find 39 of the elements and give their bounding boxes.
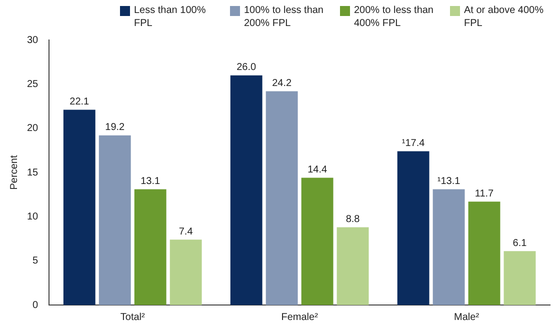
bar <box>301 178 334 305</box>
y-axis-title: Percent <box>8 155 20 190</box>
data-label: 19.2 <box>105 122 126 134</box>
legend-label: Less than 100% FPL <box>134 4 207 30</box>
x-tick-label: Male² <box>454 312 480 323</box>
bar <box>266 91 298 305</box>
y-tick-label: 10 <box>27 211 39 222</box>
data-label: ¹17.4 <box>402 138 426 150</box>
data-label: 26.0 <box>236 62 257 74</box>
legend-label: 100% to less than 200% FPL <box>244 4 324 30</box>
bar <box>170 240 202 305</box>
bar <box>397 151 430 305</box>
data-label: 8.8 <box>346 214 360 226</box>
data-label: 24.2 <box>272 78 292 89</box>
bar <box>230 75 262 305</box>
y-tick-label: 30 <box>27 34 39 46</box>
bar <box>134 189 166 305</box>
bar <box>432 189 465 305</box>
y-tick-label: 25 <box>27 78 39 90</box>
data-label: 11.7 <box>474 188 494 200</box>
x-tick-label: Total² <box>120 312 146 323</box>
legend-label: At or above 400% FPL <box>464 4 544 30</box>
data-label: ¹13.1 <box>437 176 461 188</box>
data-label: 7.4 <box>178 226 194 238</box>
bar <box>468 202 500 305</box>
data-label: 22.1 <box>70 96 90 108</box>
y-tick-label: 5 <box>32 256 39 267</box>
y-tick-label: 15 <box>27 167 39 178</box>
bar <box>504 251 536 305</box>
data-label: 6.1 <box>512 238 528 249</box>
legend-label: 200% to less than 400% FPL <box>354 4 434 30</box>
data-label: 14.4 <box>308 164 328 176</box>
data-label: 13.1 <box>140 176 161 188</box>
y-tick-label: 0 <box>32 300 39 311</box>
y-tick-label: 20 <box>27 123 39 134</box>
bar <box>98 135 131 305</box>
x-tick-label: Female² <box>281 312 319 323</box>
bar <box>63 110 96 305</box>
bar <box>336 227 369 305</box>
